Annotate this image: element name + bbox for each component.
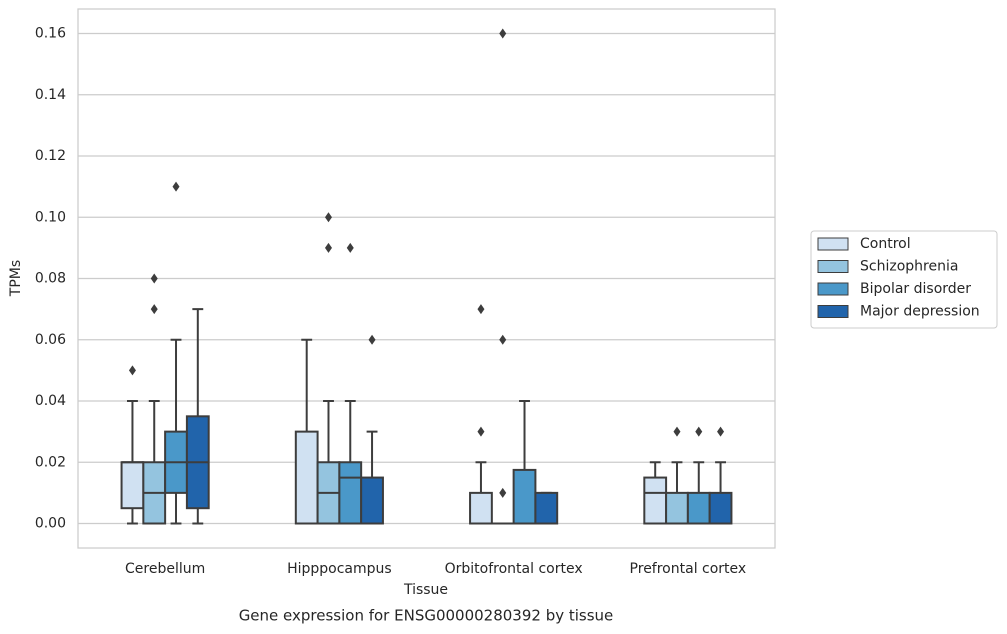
y-tick-label: 0.10 (35, 209, 66, 225)
legend-label: Major depression (860, 304, 980, 320)
outlier (695, 426, 703, 437)
outlier (499, 28, 507, 39)
outlier (324, 242, 332, 253)
x-tick-label: Cerebellum (125, 561, 205, 577)
y-tick-label: 0.08 (35, 271, 66, 287)
y-tick-label: 0.02 (35, 454, 66, 470)
outlier (673, 426, 681, 437)
x-axis-label: Tissue (403, 582, 448, 598)
x-tick-label: Prefrontal cortex (630, 561, 747, 577)
box (469, 491, 493, 525)
legend (810, 230, 998, 329)
box (512, 468, 537, 525)
outlier (368, 334, 376, 345)
outlier (128, 365, 136, 376)
outlier (477, 426, 485, 437)
box (665, 491, 689, 525)
x-tick-label: Orbitofrontal cortex (445, 561, 583, 577)
outlier (717, 426, 725, 437)
outlier (324, 212, 332, 223)
y-tick-label: 0.06 (35, 332, 66, 348)
outlier (499, 487, 507, 498)
legend-swatch (817, 282, 849, 296)
legend-swatch (817, 305, 849, 318)
legend-label: Bipolar disorder (860, 281, 971, 297)
outlier (172, 181, 180, 192)
y-tick-label: 0.16 (35, 26, 66, 42)
box (338, 461, 363, 525)
box (643, 476, 668, 525)
y-tick-label: 0.14 (35, 87, 66, 103)
legend-label: Control (860, 236, 911, 252)
legend-swatch (817, 237, 849, 251)
outlier (150, 273, 158, 284)
box (534, 491, 559, 525)
y-axis-label: TPMs (8, 260, 24, 297)
box (294, 430, 319, 525)
legend-swatch (817, 260, 849, 273)
box (686, 491, 711, 525)
legend-label: Schizophrenia (860, 259, 958, 275)
box (360, 476, 384, 525)
outlier (499, 334, 507, 345)
outlier (346, 242, 354, 253)
outlier (477, 304, 485, 315)
y-tick-label: 0.00 (35, 516, 66, 532)
box (708, 491, 733, 525)
y-tick-label: 0.04 (35, 393, 66, 409)
box (120, 461, 145, 510)
x-tick-label: Hipppocampus (287, 561, 392, 577)
outlier (150, 304, 158, 315)
y-tick-label: 0.12 (35, 148, 66, 164)
chart-title: Gene expression for ENSG00000280392 by t… (239, 607, 614, 625)
